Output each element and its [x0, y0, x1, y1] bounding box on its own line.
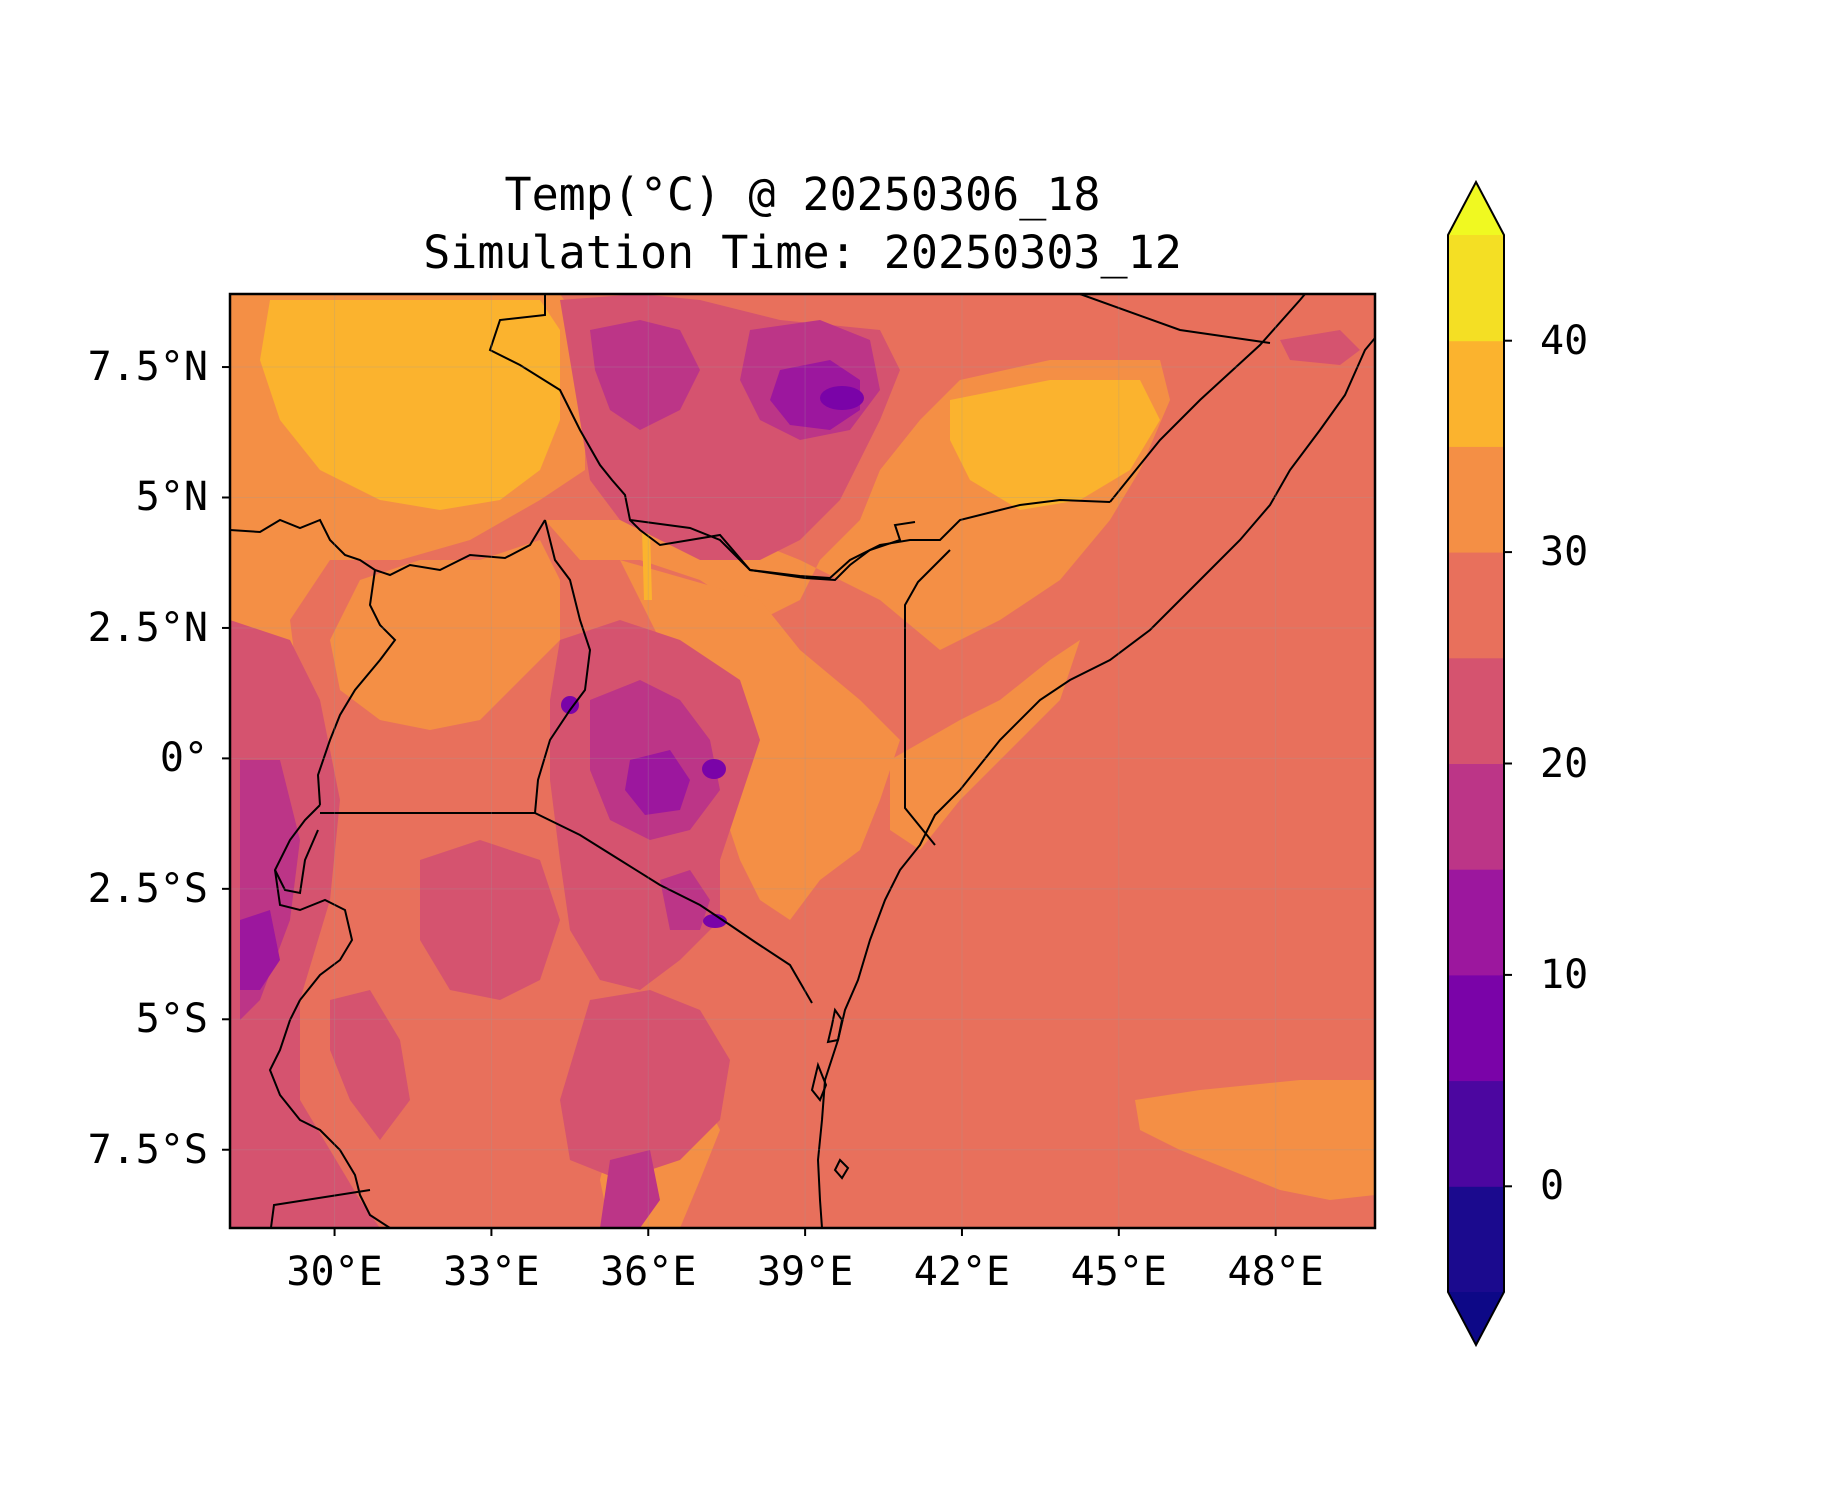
- colorbar-segment: [1448, 1080, 1504, 1187]
- gridlines: [230, 294, 1375, 1228]
- lat-tick-label: 2.5°S: [87, 865, 208, 912]
- colorbar-tick-label: 40: [1540, 317, 1589, 364]
- lat-tick-label: 5°S: [135, 996, 208, 1043]
- colorbar-segment: [1448, 446, 1504, 553]
- colorbar-segment: [1448, 552, 1504, 659]
- colorbar-tick-label: 0: [1540, 1163, 1565, 1210]
- colorbar-tick-label: 30: [1540, 529, 1589, 576]
- colorbar-segment: [1448, 1186, 1504, 1293]
- colorbar-segment: [1448, 974, 1504, 1082]
- borders: [230, 294, 1375, 1228]
- colorbar-segment: [1448, 657, 1504, 764]
- band-5-10: [561, 386, 864, 928]
- colorbar-segment: [1448, 763, 1504, 870]
- colorbar-outline: [1447, 179, 1505, 1348]
- colorbar-over-arrow: [1448, 182, 1504, 235]
- lat-ticks: [222, 366, 230, 1151]
- colorbar: [1447, 179, 1512, 1348]
- figure-title-line1: Temp(°C) @ 20250306_18: [504, 168, 1101, 221]
- lon-tick-label: 42°E: [913, 1249, 1011, 1295]
- lat-tick-label: 2.5°N: [87, 604, 208, 651]
- lon-tick-label: 39°E: [756, 1249, 854, 1295]
- map-frame: [228, 292, 1377, 1230]
- lon-tick-label: 33°E: [443, 1249, 540, 1295]
- colorbar-under-arrow: [1448, 1292, 1504, 1345]
- colorbar-segment: [1448, 340, 1504, 447]
- lat-tick-label: 0°: [159, 735, 208, 782]
- lon-tick-label: 36°E: [600, 1249, 697, 1295]
- lon-tick-label: 48°E: [1227, 1249, 1324, 1295]
- band-10-15: [240, 360, 860, 990]
- figure-title-line2: Simulation Time: 20250303_12: [423, 226, 1182, 279]
- colorbar-tick-label: 10: [1540, 951, 1589, 998]
- lat-tick-label: 7.5°N: [87, 344, 208, 391]
- colorbar-segment: [1448, 235, 1504, 342]
- lon-ticks: [333, 1228, 1277, 1236]
- colorbar-tick-label: 20: [1540, 740, 1589, 787]
- lon-tick-label: 45°E: [1070, 1249, 1167, 1295]
- colorbar-segment: [1448, 869, 1504, 976]
- lat-tick-label: 7.5°S: [87, 1126, 208, 1173]
- lon-tick-label: 30°E: [286, 1249, 383, 1295]
- lat-tick-label: 5°N: [135, 474, 208, 521]
- temperature-field: [230, 294, 1375, 1228]
